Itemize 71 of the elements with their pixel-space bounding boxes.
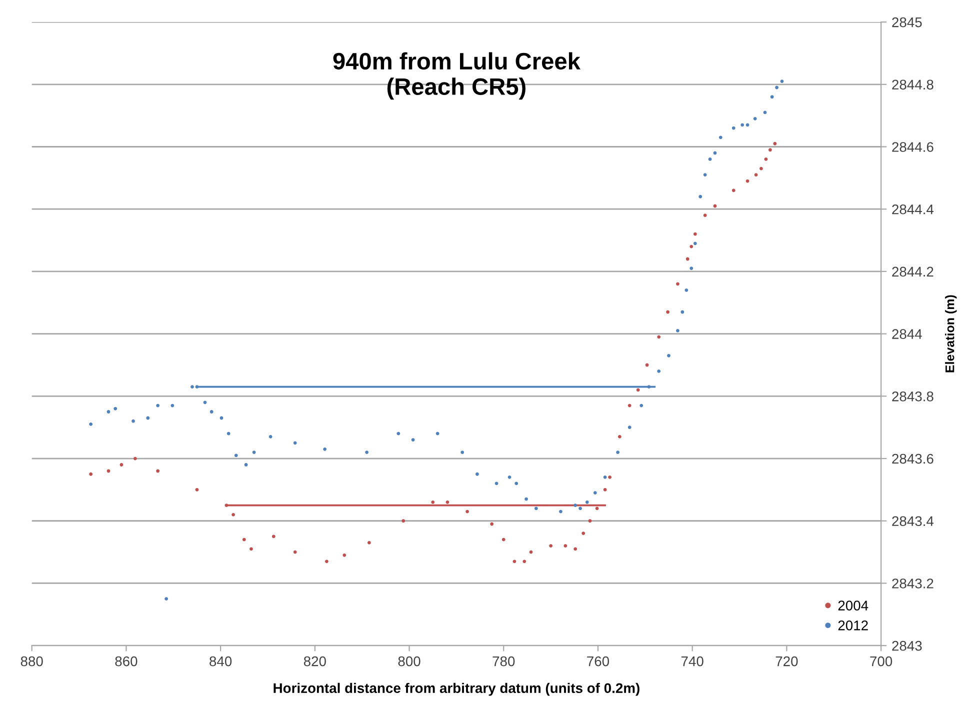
legend-label: 2004 bbox=[838, 600, 868, 610]
x-tick-label: 700 bbox=[870, 656, 892, 666]
point bbox=[232, 512, 235, 516]
text: 940m from Lulu Creek (Reach CR5) bbox=[333, 52, 580, 100]
legend-label: 2012 bbox=[838, 620, 868, 630]
y-tick-label: 2844.8 bbox=[892, 80, 934, 90]
x-tick-label: 780 bbox=[492, 656, 515, 666]
point bbox=[657, 335, 661, 339]
point bbox=[272, 534, 276, 538]
point bbox=[595, 506, 599, 510]
x-tick-label: 840 bbox=[210, 656, 232, 666]
x-tick-label: 880 bbox=[20, 656, 43, 666]
point bbox=[760, 166, 763, 170]
y-tick-label: 2844 bbox=[892, 329, 922, 339]
point bbox=[293, 550, 297, 554]
y-tick-label: 2845 bbox=[892, 17, 922, 28]
point bbox=[773, 142, 777, 146]
point bbox=[431, 500, 435, 504]
y-axis-title: Elevation (m) bbox=[945, 295, 957, 372]
point bbox=[768, 148, 772, 152]
point bbox=[402, 519, 406, 523]
point bbox=[666, 310, 670, 314]
point bbox=[446, 500, 450, 504]
point bbox=[703, 214, 707, 218]
point bbox=[224, 504, 228, 507]
x-tick-label: 760 bbox=[587, 656, 610, 666]
point bbox=[490, 522, 494, 526]
point bbox=[693, 232, 697, 236]
point bbox=[549, 544, 552, 548]
point bbox=[133, 456, 137, 460]
point bbox=[588, 519, 592, 523]
x-tick-label: 740 bbox=[681, 656, 704, 666]
y-tick-label: 2843.4 bbox=[892, 516, 934, 526]
point bbox=[608, 476, 612, 479]
point bbox=[564, 544, 568, 548]
point bbox=[242, 538, 246, 542]
point bbox=[676, 282, 680, 286]
x-tick-label: 720 bbox=[776, 656, 798, 666]
y-tick-label: 2843.8 bbox=[892, 392, 934, 402]
point bbox=[250, 547, 253, 551]
y-tick-label: 2844.2 bbox=[892, 266, 934, 277]
x-tick-label: 800 bbox=[398, 656, 420, 666]
point bbox=[754, 173, 758, 177]
point bbox=[690, 244, 694, 248]
point bbox=[522, 560, 526, 564]
point bbox=[502, 538, 506, 542]
x-axis-title: Horizontal distance from arbitrary datum (units of 0.2m) bbox=[274, 682, 640, 696]
point bbox=[574, 547, 578, 551]
point bbox=[732, 188, 736, 192]
point bbox=[342, 553, 346, 557]
point bbox=[603, 488, 607, 492]
x-tick-label: 820 bbox=[304, 656, 326, 666]
point bbox=[367, 541, 371, 544]
point bbox=[764, 158, 768, 161]
y-tick-label: 2843 bbox=[892, 640, 922, 651]
point bbox=[120, 463, 124, 466]
point bbox=[156, 469, 160, 473]
x-tick-label: 860 bbox=[115, 656, 138, 666]
point bbox=[582, 532, 586, 536]
y-tick-label: 2844.6 bbox=[892, 142, 934, 152]
y-tick-label: 2843.6 bbox=[892, 454, 934, 464]
point bbox=[325, 560, 328, 564]
point bbox=[512, 560, 516, 564]
point bbox=[618, 435, 622, 438]
point bbox=[89, 472, 93, 476]
point bbox=[686, 257, 690, 261]
point bbox=[466, 510, 469, 514]
y-tick-label: 2844.4 bbox=[892, 204, 934, 214]
point bbox=[636, 388, 640, 392]
y-tick-label: 2843.2 bbox=[892, 578, 934, 588]
point bbox=[195, 488, 199, 492]
